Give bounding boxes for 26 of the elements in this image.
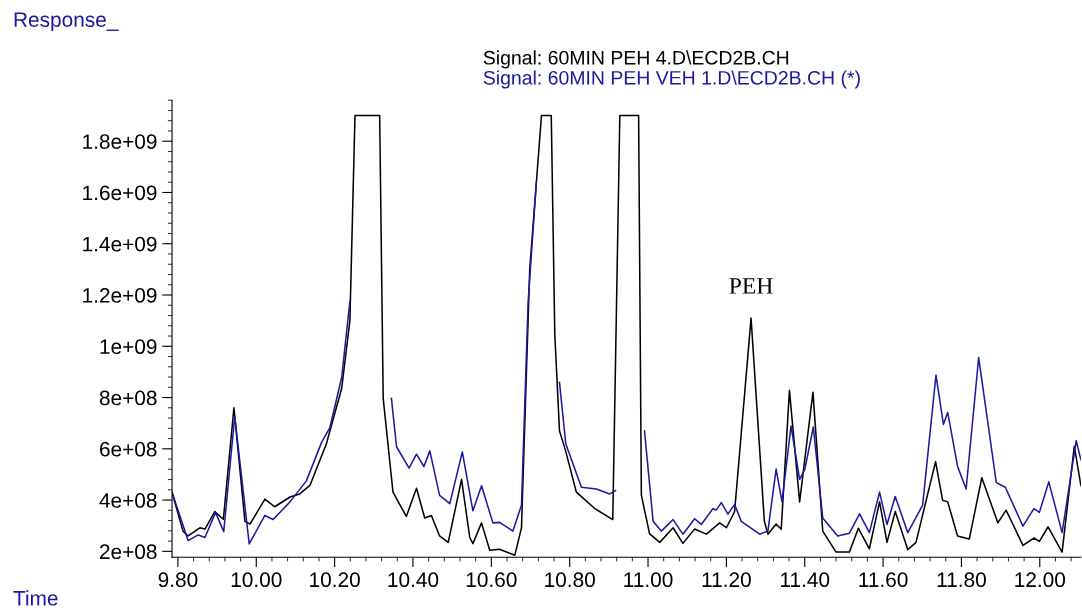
y-tick-label: 1.6e+09 xyxy=(83,185,157,201)
annotation: PEH xyxy=(729,278,773,294)
x-tick-label: 11.40 xyxy=(781,572,830,588)
x-tick-label: 9.80 xyxy=(158,572,198,588)
y-tick-label: 1.2e+09 xyxy=(83,288,157,303)
y-tick-label: 1e+09 xyxy=(100,339,157,355)
x-tick-label: 10.80 xyxy=(545,572,595,588)
x-tick-label: 10.40 xyxy=(388,572,439,588)
x-tick-label: 10.20 xyxy=(310,572,360,588)
x-tick-label: 11.80 xyxy=(937,572,986,588)
x-tick-label: 10.00 xyxy=(231,572,282,588)
x-tick-label: 11.60 xyxy=(859,572,908,588)
y-tick-label: 8e+08 xyxy=(99,390,157,406)
y-tick-label: 1.4e+09 xyxy=(83,236,157,252)
y-axis-title: Response_ xyxy=(14,12,119,32)
y-tick-label: 1.8e+09 xyxy=(83,134,157,149)
x-tick-label: 12.00 xyxy=(1015,572,1066,588)
y-tick-label: 2e+08 xyxy=(99,544,157,560)
text: Signal: 60MIN PEH VEH 1.D\ECD2B.CH (*) xyxy=(483,70,860,89)
x-tick-label: 11.20 xyxy=(702,572,751,588)
y-tick-label: 6e+08 xyxy=(100,441,157,457)
x-tick-label: 10.60 xyxy=(466,572,517,588)
x-axis-title: Time xyxy=(13,590,58,606)
x-tick-label: 11.00 xyxy=(624,572,673,588)
y-tick-label: 4e+08 xyxy=(99,493,157,508)
text: Signal: 60MIN PEH 4.D\ECD2B.CH xyxy=(483,50,789,69)
